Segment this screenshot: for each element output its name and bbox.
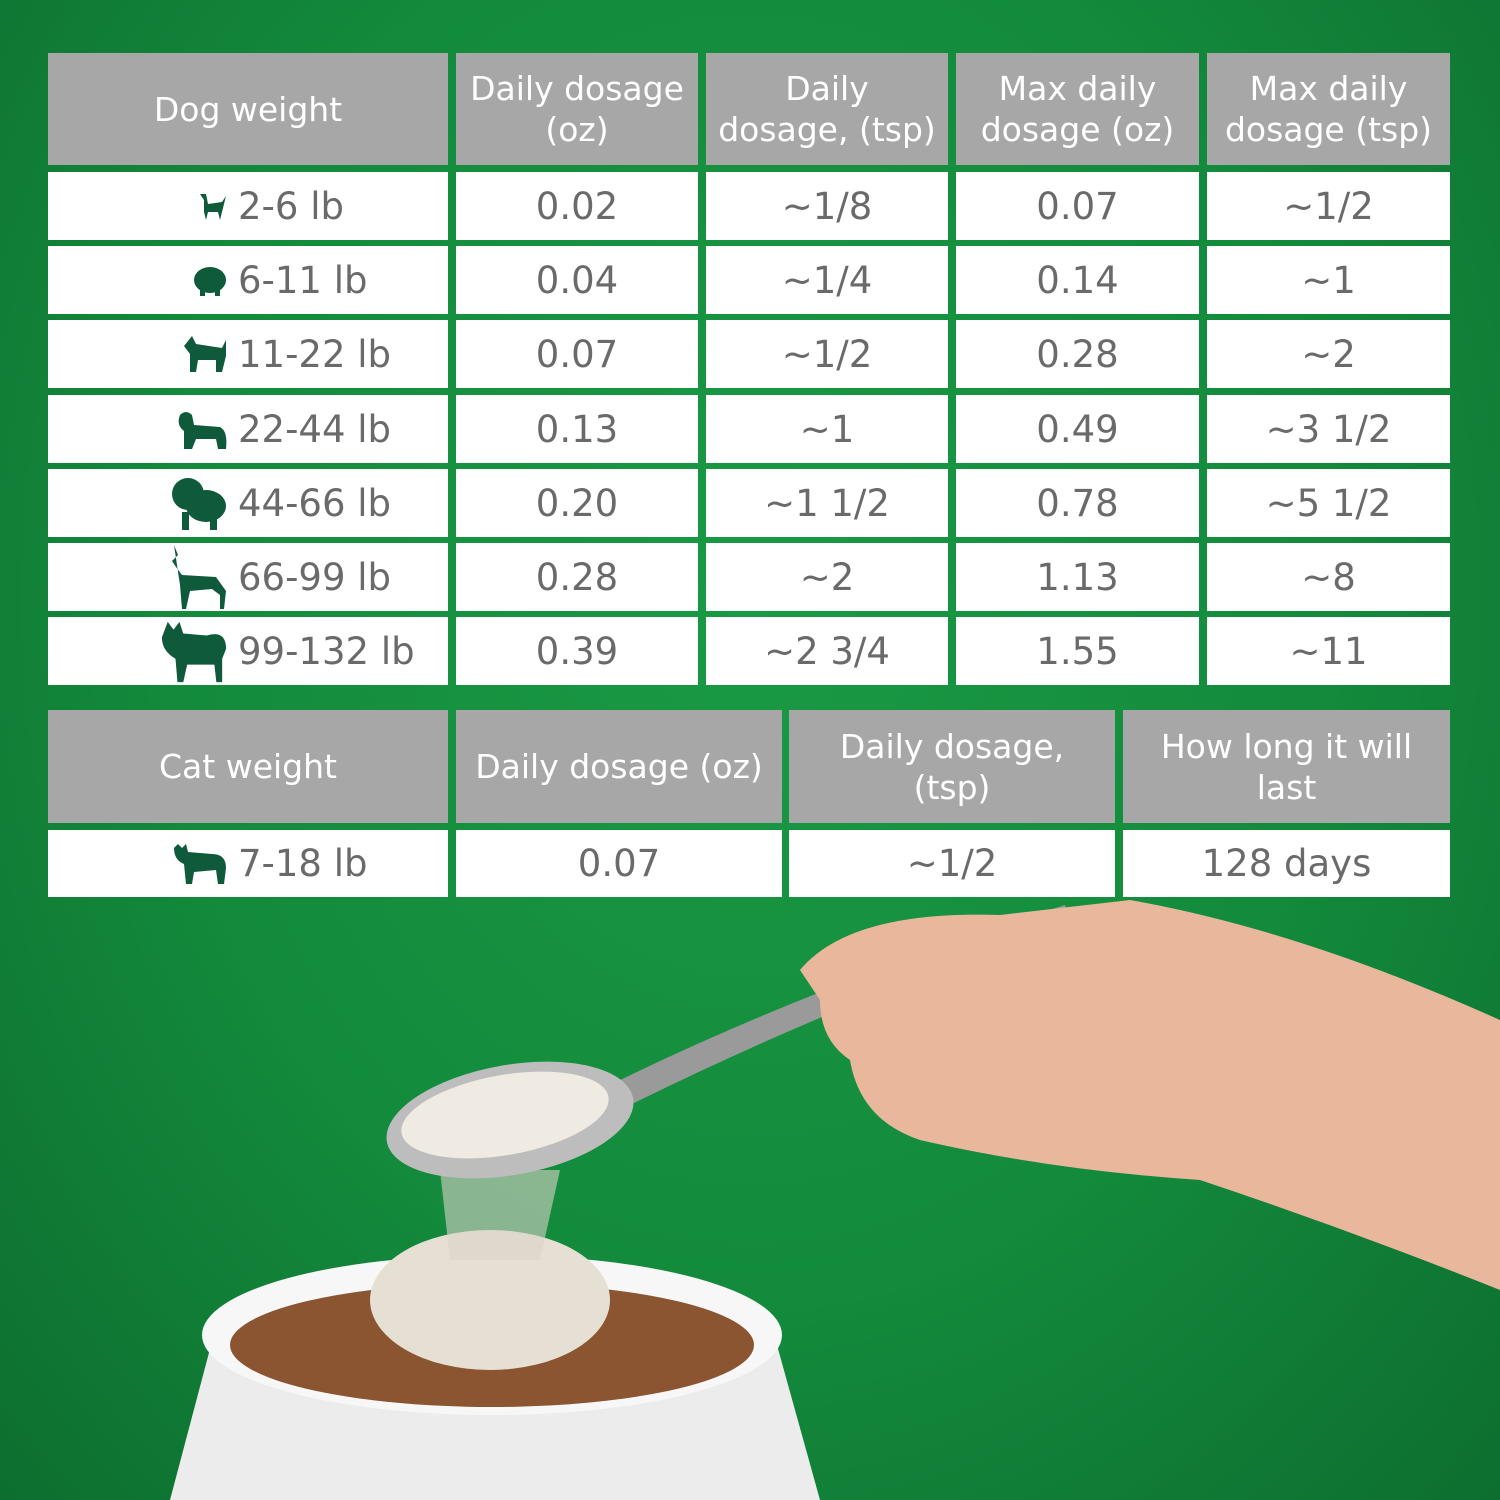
dog-max-tsp-cell: ~1/2 xyxy=(1207,172,1450,240)
dog-daily-oz-cell: 0.13 xyxy=(456,395,698,463)
weight-cell: 2-6 lb xyxy=(48,172,448,240)
weight-cell: 66-99 lb xyxy=(48,543,448,611)
dog-daily-oz-cell: 0.39 xyxy=(456,617,698,685)
weight-label: 66-99 lb xyxy=(238,555,392,599)
dog-max-oz-cell: 1.13 xyxy=(956,543,1199,611)
dog-header-0: Dog weight xyxy=(48,53,448,165)
dog-max-oz-cell: 0.07 xyxy=(956,172,1199,240)
dog-header-4: Max daily dosage (tsp) xyxy=(1207,53,1450,165)
cat-icon xyxy=(158,843,228,884)
cat-header-3: How long it will last xyxy=(1123,710,1450,823)
weight-label: 2-6 lb xyxy=(238,184,344,228)
weight-cell: 22-44 lb xyxy=(48,395,448,463)
dog-max-tsp-cell: ~2 xyxy=(1207,320,1450,388)
cat-header-2: Daily dosage, (tsp) xyxy=(789,710,1115,823)
weight-cell: 99-132 lb xyxy=(48,617,448,685)
dog-daily-tsp-cell: ~1 xyxy=(706,395,948,463)
dog-daily-oz-cell: 0.04 xyxy=(456,246,698,314)
dog-max-tsp-cell: ~8 xyxy=(1207,543,1450,611)
weight-label: 7-18 lb xyxy=(238,842,368,885)
hand xyxy=(800,900,1500,1290)
chihuahua-icon xyxy=(158,192,228,220)
dog-max-tsp-cell: ~5 1/2 xyxy=(1207,469,1450,537)
dog-daily-tsp-cell: ~1/8 xyxy=(706,172,948,240)
dog-daily-tsp-cell: ~2 3/4 xyxy=(706,617,948,685)
spaniel-icon xyxy=(158,409,228,449)
chow-icon xyxy=(158,476,228,530)
dog-daily-oz-cell: 0.28 xyxy=(456,543,698,611)
cat-daily-tsp-cell: ~1/2 xyxy=(789,830,1115,897)
cat-daily-oz-cell: 0.07 xyxy=(456,830,782,897)
akita-icon xyxy=(158,619,228,683)
weight-cell: 11-22 lb xyxy=(48,320,448,388)
dog-daily-tsp-cell: ~1/2 xyxy=(706,320,948,388)
dog-max-oz-cell: 0.14 xyxy=(956,246,1199,314)
dog-header-2: Daily dosage, (tsp) xyxy=(706,53,948,165)
weight-cell: 7-18 lb xyxy=(48,830,448,897)
dog-header-1: Daily dosage (oz) xyxy=(456,53,698,165)
dog-daily-oz-cell: 0.07 xyxy=(456,320,698,388)
dog-max-oz-cell: 0.78 xyxy=(956,469,1199,537)
dog-daily-tsp-cell: ~2 xyxy=(706,543,948,611)
cat-header-0: Cat weight xyxy=(48,710,448,823)
weight-cell: 6-11 lb xyxy=(48,246,448,314)
weight-label: 11-22 lb xyxy=(238,332,392,376)
powder-stream xyxy=(440,1170,560,1260)
cat-header-1: Daily dosage (oz) xyxy=(456,710,782,823)
doberman-icon xyxy=(158,545,228,609)
cat-duration-cell: 128 days xyxy=(1123,830,1450,897)
weight-label: 99-132 lb xyxy=(238,629,415,673)
dog-daily-tsp-cell: ~1 1/2 xyxy=(706,469,948,537)
weight-label: 44-66 lb xyxy=(238,481,392,525)
pomeranian-icon xyxy=(158,264,228,296)
dog-daily-oz-cell: 0.20 xyxy=(456,469,698,537)
dog-max-oz-cell: 0.49 xyxy=(956,395,1199,463)
weight-label: 22-44 lb xyxy=(238,407,392,451)
dog-header-3: Max daily dosage (oz) xyxy=(956,53,1199,165)
dog-max-tsp-cell: ~11 xyxy=(1207,617,1450,685)
dog-max-tsp-cell: ~3 1/2 xyxy=(1207,395,1450,463)
weight-cell: 44-66 lb xyxy=(48,469,448,537)
powder-pile xyxy=(370,1230,610,1370)
powder-in-spoon xyxy=(401,1071,609,1159)
dog-daily-tsp-cell: ~1/4 xyxy=(706,246,948,314)
dog-max-tsp-cell: ~1 xyxy=(1207,246,1450,314)
terrier-icon xyxy=(158,336,228,372)
dog-max-oz-cell: 1.55 xyxy=(956,617,1199,685)
weight-label: 6-11 lb xyxy=(238,258,368,302)
dog-max-oz-cell: 0.28 xyxy=(956,320,1199,388)
dog-daily-oz-cell: 0.02 xyxy=(456,172,698,240)
